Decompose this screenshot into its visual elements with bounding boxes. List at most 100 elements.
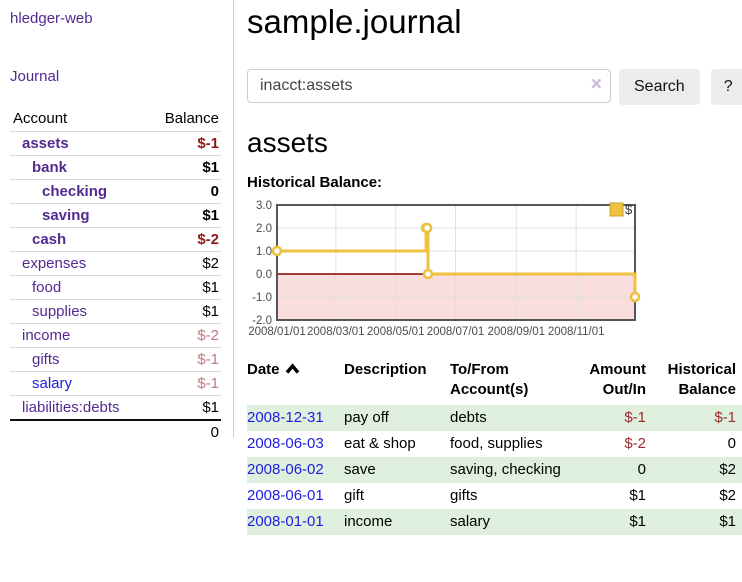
- account-row: checking 0: [10, 179, 221, 204]
- register-table-body: 2008-12-31 pay off debts $-1 $-1 2008-06-03 ea…: [247, 405, 742, 535]
- account-link[interactable]: expenses: [22, 255, 87, 272]
- account-balance: $1: [146, 155, 221, 180]
- account-row: bank $1: [10, 155, 221, 180]
- main-content: sample.journal × Search ? assets Histori…: [247, 0, 742, 535]
- register-header-row: Date Description To/From Account(s) Amount …: [247, 360, 742, 405]
- transaction-amount: $-2: [624, 435, 646, 452]
- accounts-total-balance: 0: [146, 419, 221, 444]
- legend-label: $: [625, 202, 633, 217]
- account-row: supplies $1: [10, 299, 221, 324]
- account-balance: $1: [146, 203, 221, 228]
- search-button[interactable]: Search: [619, 69, 700, 105]
- account-link[interactable]: cash: [32, 231, 67, 248]
- transaction-description: save: [344, 457, 450, 483]
- plot-border: [276, 204, 636, 321]
- account-link[interactable]: liabilities:debts: [22, 399, 120, 416]
- transaction-row: 2008-12-31 pay off debts $-1 $-1: [247, 405, 742, 431]
- transaction-accounts: saving, checking: [450, 457, 586, 483]
- account-link[interactable]: food: [32, 279, 62, 296]
- account-balance: $-1: [146, 371, 221, 396]
- transaction-amount: $-1: [586, 405, 652, 431]
- x-tick-label: 2008/01/01: [248, 326, 306, 338]
- register-column-header[interactable]: Date: [247, 360, 344, 405]
- account-link[interactable]: salary: [32, 375, 73, 392]
- y-tick-label: -2.0: [252, 315, 272, 327]
- page-title: sample.journal: [247, 3, 462, 40]
- transaction-row: 2008-06-03 eat & shop food, supplies $-2 0: [247, 431, 742, 457]
- x-tick-label: 2008/11/01: [548, 326, 605, 338]
- account-row: gifts $-1: [10, 347, 221, 372]
- account-page-title: assets: [247, 127, 328, 158]
- y-tick-label: -1.0: [252, 292, 272, 304]
- journal-link[interactable]: Journal: [10, 68, 60, 85]
- data-point-marker: [422, 268, 434, 280]
- clear-search-icon[interactable]: ×: [590, 74, 602, 95]
- x-tick-label: 2008/09/01: [488, 326, 546, 338]
- account-link[interactable]: supplies: [32, 303, 88, 320]
- transaction-balance: $-1: [652, 405, 742, 431]
- transaction-date-link[interactable]: 2008-06-02: [247, 461, 324, 478]
- y-tick-label: 2.0: [256, 223, 272, 235]
- account-balance: 0: [146, 179, 221, 204]
- transaction-date-link[interactable]: 2008-06-03: [247, 435, 324, 452]
- transaction-description: income: [344, 509, 450, 535]
- account-link[interactable]: assets: [22, 135, 69, 152]
- accounts-header-balance: Balance: [146, 108, 221, 132]
- help-button[interactable]: ?: [710, 69, 742, 105]
- register-column-header: To/From Account(s): [450, 361, 529, 398]
- account-link[interactable]: saving: [42, 207, 90, 224]
- account-link[interactable]: income: [22, 327, 71, 344]
- transaction-date-cell: 2008-06-03: [247, 431, 344, 457]
- transaction-description: pay off: [344, 405, 450, 431]
- account-link[interactable]: bank: [32, 159, 68, 176]
- transaction-accounts: food, supplies: [450, 435, 543, 452]
- account-row: assets $-1: [10, 132, 221, 156]
- transaction-date-cell: 2008-12-31: [247, 405, 344, 431]
- account-balance: $1: [146, 299, 221, 324]
- account-balance: $-2: [146, 227, 221, 252]
- transaction-date-cell: 2008-01-01: [247, 509, 344, 535]
- transaction-amount: 0: [586, 457, 652, 483]
- transaction-amount: $1: [586, 509, 652, 535]
- transaction-accounts: debts: [450, 405, 586, 431]
- transaction-date-link[interactable]: 2008-06-01: [247, 487, 324, 504]
- accounts-table: Account Balance assets $-1 bank $1 checking 0…: [10, 108, 221, 444]
- transaction-balance: $2: [719, 487, 736, 504]
- account-balance: $-2: [146, 323, 221, 348]
- accounts-header-account: Account: [10, 108, 147, 132]
- account-balance: $1: [146, 395, 221, 420]
- accounts-total-row: 0: [10, 419, 221, 444]
- y-tick-label: 3.0: [256, 200, 272, 212]
- account-balance: $-1: [146, 347, 221, 372]
- account-link[interactable]: gifts: [32, 351, 60, 368]
- transaction-description: gift: [344, 487, 365, 504]
- account-row: liabilities:debts $1: [10, 395, 221, 420]
- x-tick-label: 2008/07/01: [427, 326, 485, 338]
- y-tick-label: 1.0: [256, 246, 272, 258]
- legend-swatch: [609, 202, 624, 217]
- sidebar: hledger-web Journal Account Balance asse…: [0, 0, 232, 444]
- search-wrap: ×: [247, 69, 611, 103]
- transaction-amount: $1: [629, 487, 646, 504]
- account-balance: $-1: [197, 135, 219, 152]
- search-row: × Search ?: [247, 69, 742, 105]
- app-title-link[interactable]: hledger-web: [10, 10, 93, 27]
- historical-balance-chart: $3.0 2.0 1.0 0.0 -1.0 -2.0 2008/01/01 2008/03/0…: [247, 198, 742, 340]
- register-table: Date Description To/From Account(s) Amount …: [247, 360, 742, 535]
- chart-label: Historical Balance:: [247, 174, 383, 191]
- transaction-date-link[interactable]: 2008-12-31: [247, 409, 324, 426]
- y-tick-label: 0.0: [256, 269, 272, 281]
- account-row: income $-2: [10, 323, 221, 348]
- account-row: saving $1: [10, 203, 221, 228]
- transaction-row: 2008-06-01 gift gifts $1 $2: [247, 483, 742, 509]
- sidebar-divider: [233, 0, 234, 438]
- account-balance: $2: [146, 251, 221, 276]
- account-link[interactable]: checking: [42, 183, 108, 200]
- transaction-accounts: salary: [450, 509, 586, 535]
- transaction-date-link[interactable]: 2008-01-01: [247, 513, 324, 530]
- transaction-balance: $1: [652, 509, 742, 535]
- register-column-header: Amount Out/In: [589, 361, 646, 398]
- search-input[interactable]: [247, 69, 611, 103]
